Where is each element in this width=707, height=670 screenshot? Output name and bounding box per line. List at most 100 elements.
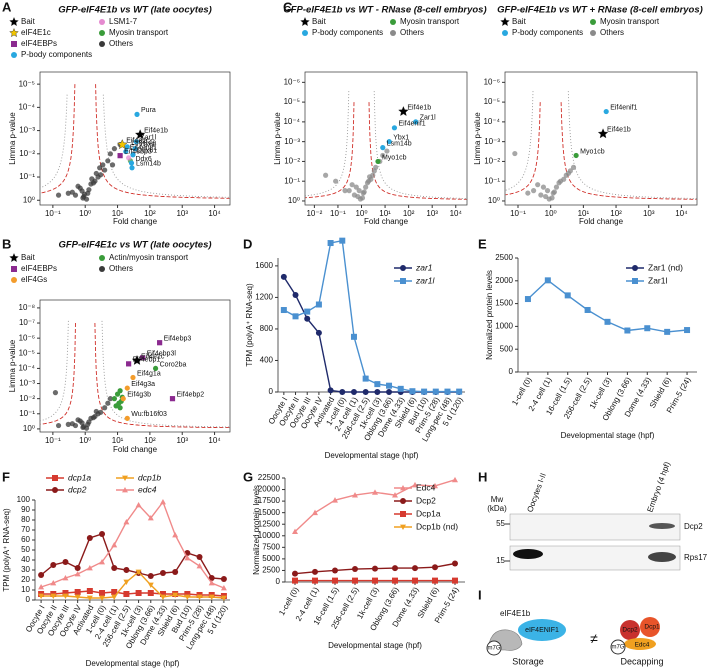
y-tick-label: 2500 [495, 253, 513, 262]
point-label: Coro2ba [160, 361, 187, 368]
threshold-curve [101, 320, 230, 428]
point [86, 588, 93, 594]
x-tick-label: 10⁻¹ [45, 436, 61, 445]
point [556, 180, 562, 186]
legend-label: eIF4EBPs [21, 264, 57, 273]
point-label: Eif4e1b [144, 128, 168, 135]
point [114, 391, 121, 397]
legend-label: zar1 [415, 262, 433, 272]
point [172, 592, 179, 598]
point [65, 421, 71, 427]
point [102, 167, 108, 173]
point [349, 182, 355, 188]
y-tick-label: 50 [21, 545, 30, 554]
point [362, 389, 369, 395]
point [86, 595, 93, 601]
y-tick-label: 10⁻¹ [484, 176, 500, 185]
legend-marker [9, 27, 19, 38]
point [561, 176, 567, 182]
point [124, 385, 130, 391]
point [452, 577, 458, 584]
point [120, 396, 126, 402]
legend-label: Edc4 [416, 482, 436, 492]
panel-letter: A [2, 0, 12, 14]
point [371, 168, 377, 174]
legend-label: dcp1b [138, 472, 161, 482]
y-axis-label: Limma p-value [273, 112, 282, 165]
point [172, 532, 179, 538]
threshold-curve [305, 91, 350, 197]
point [292, 570, 298, 577]
point [444, 388, 451, 395]
point [81, 191, 88, 197]
point [352, 577, 358, 584]
point [169, 396, 176, 402]
point [157, 340, 163, 346]
y-tick-label: 30 [21, 565, 30, 574]
point [86, 565, 93, 571]
y-tick-label: 1500 [495, 299, 513, 308]
point-label: Eif4g3a [131, 381, 155, 388]
point [292, 313, 299, 320]
point [147, 573, 154, 579]
legend-label: Myosin transport [600, 17, 660, 26]
x-tick-label: 10² [144, 436, 156, 445]
y-tick-label: 90 [21, 505, 30, 514]
point [38, 593, 45, 599]
legend-marker [99, 41, 105, 47]
point-label: Ybx1 [139, 142, 155, 149]
point [38, 584, 45, 590]
y-tick-label: 10⁰ [23, 195, 35, 204]
x-tick-label: 10¹ [379, 209, 391, 218]
point [69, 421, 75, 427]
legend-label: Bait [312, 17, 327, 26]
legend-marker [400, 485, 406, 491]
point [111, 396, 118, 402]
point [359, 195, 366, 201]
point [573, 152, 579, 159]
point-label: Eif4e1b [607, 127, 631, 134]
point [432, 482, 438, 489]
legend-label: Others [109, 39, 133, 48]
threshold-curve [95, 84, 230, 199]
x-axis-label: Developmental stage (hpf) [328, 641, 422, 650]
series-line [283, 276, 460, 393]
point [603, 108, 609, 115]
point [69, 189, 75, 195]
y-tick-label: 40 [21, 555, 30, 564]
lane-label: Oocytes I-II [525, 472, 547, 514]
protein-label: Edc4 [635, 642, 650, 649]
point [538, 192, 544, 198]
chart-title: GFP-eIF4E1b vs WT - RNase (8-cell embryo… [283, 5, 486, 16]
chart-title: GFP-eIF4E1c vs WT (late oocytes) [58, 240, 211, 251]
point [93, 170, 99, 177]
point [117, 139, 128, 150]
point [312, 577, 318, 584]
legend-label: Dcp1a [416, 508, 441, 518]
legend-marker [52, 487, 58, 493]
y-tick-label: 10⁻⁵ [484, 97, 500, 106]
legend-label: Myosin transport [109, 28, 169, 37]
point [62, 590, 69, 596]
legend-marker [11, 266, 17, 272]
point [323, 172, 329, 178]
point [304, 308, 311, 315]
y-tick-label: 10⁻² [19, 149, 35, 158]
point [412, 577, 418, 584]
point [327, 387, 334, 394]
point [133, 139, 139, 145]
x-tick-label: 10³ [426, 209, 438, 218]
point [220, 576, 227, 582]
enif-shape [518, 619, 566, 641]
panel-letter: F [2, 469, 10, 484]
legend-label: zar1l [415, 275, 436, 285]
point [159, 591, 166, 597]
cap-shape [610, 639, 626, 655]
panel-letter: E [478, 236, 487, 251]
point [597, 128, 609, 139]
threshold-curve [505, 91, 534, 191]
x-tick-label: 10¹ [578, 209, 590, 218]
series-line [40, 533, 224, 580]
x-tick-label: 10¹ [112, 209, 124, 218]
